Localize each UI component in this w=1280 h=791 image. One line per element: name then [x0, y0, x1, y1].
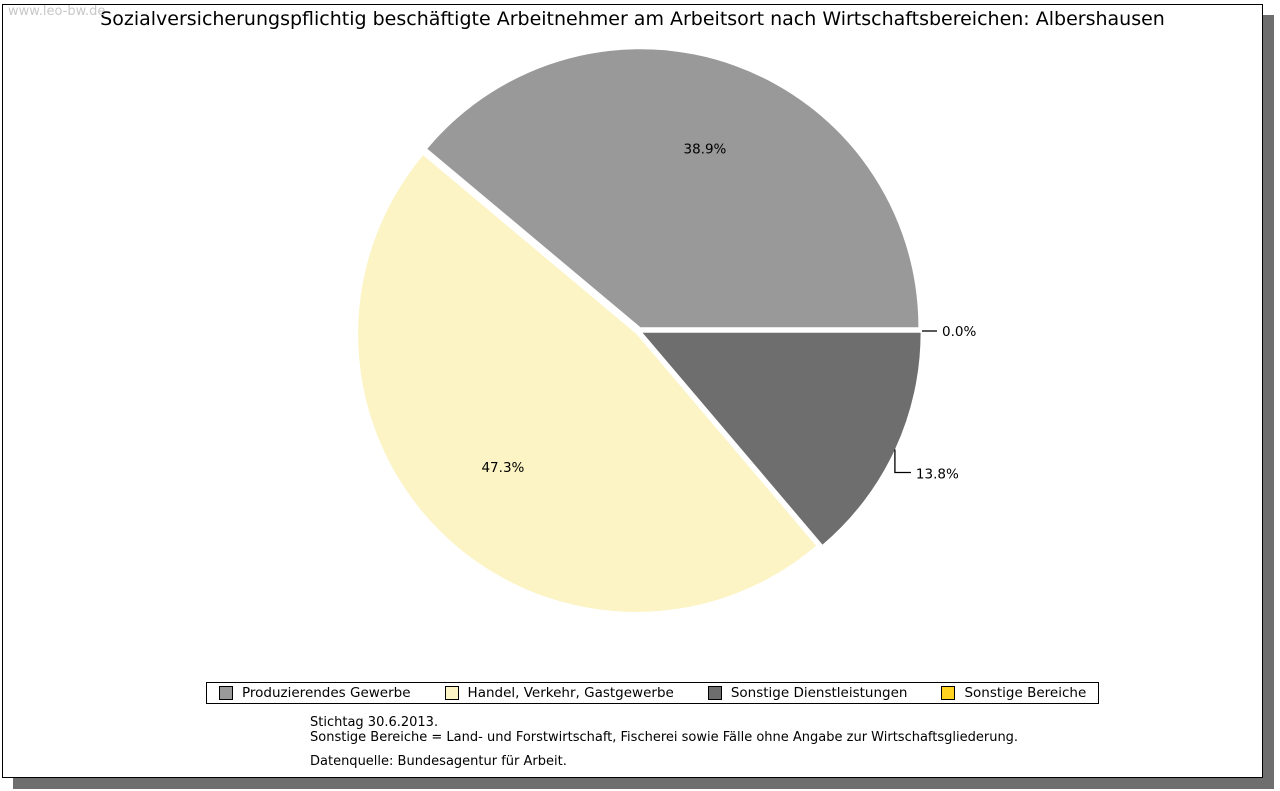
legend-item-1: Produzierendes Gewerbe [219, 685, 411, 701]
legend-swatch-icon [219, 686, 233, 700]
legend-swatch-icon [444, 686, 459, 700]
footnote-stichtag: Stichtag 30.6.2013. [310, 715, 439, 730]
chart-legend: Produzierendes Gewerbe Handel, Verkehr, G… [206, 682, 1100, 704]
chart-title: Sozialversicherungspflichtig beschäftigt… [100, 8, 1165, 30]
legend-item-2: Handel, Verkehr, Gastgewerbe [444, 685, 674, 701]
legend-label: Sonstige Bereiche [964, 685, 1087, 701]
legend-item-3: Sonstige Dienstleistungen [707, 685, 908, 701]
legend-label: Handel, Verkehr, Gastgewerbe [467, 685, 674, 701]
footnotes-block: Stichtag 30.6.2013. Sonstige Bereiche = … [310, 715, 1018, 769]
legend-label: Produzierendes Gewerbe [242, 685, 411, 701]
legend-label: Sonstige Dienstleistungen [730, 685, 908, 701]
footnote-definition: Sonstige Bereiche = Land- und Forstwirts… [310, 730, 1019, 745]
legend-swatch-icon [707, 686, 722, 700]
watermark-leo-bw: www.leo-bw.de [8, 4, 106, 19]
legend-item-4: Sonstige Bereiche [941, 685, 1086, 701]
chart-frame: Sozialversicherungspflichtig beschäftigt… [2, 4, 1263, 778]
legend-swatch-icon [941, 686, 956, 700]
footnote-source: Datenquelle: Bundesagentur für Arbeit. [310, 754, 567, 769]
